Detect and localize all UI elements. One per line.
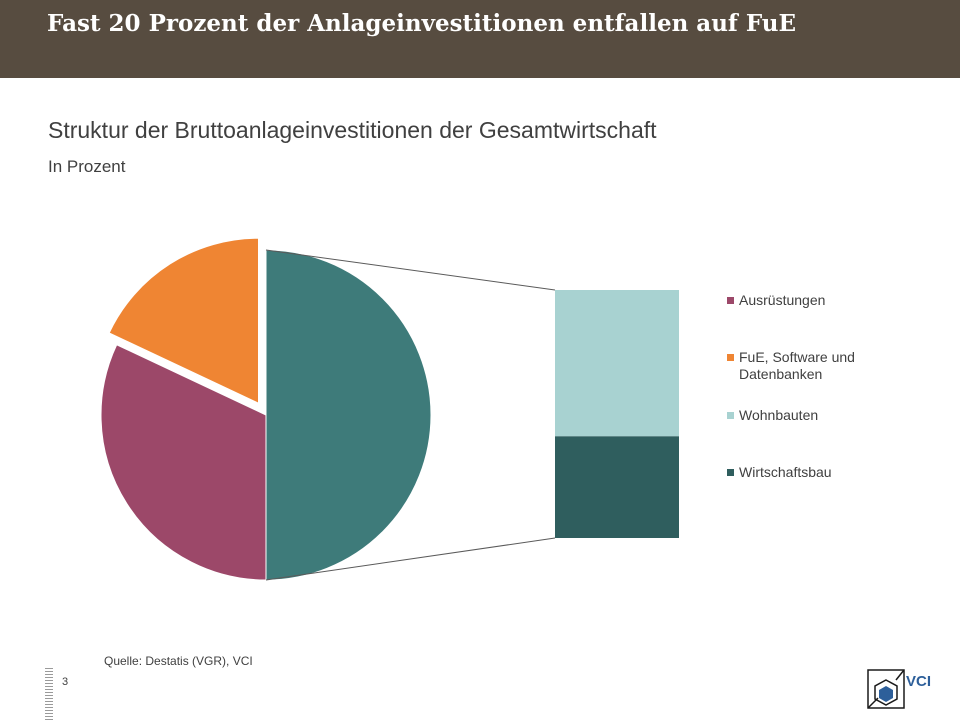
pie-slice (265, 249, 432, 581)
bar-segment (555, 436, 679, 538)
page-number: 3 (62, 676, 69, 688)
chart-title: Struktur der Bruttoanlageinvestitionen d… (48, 117, 657, 143)
connector-line (265, 537, 556, 581)
legend-swatch (727, 297, 734, 304)
legend-item: FuE, Software und Datenbanken (727, 349, 897, 383)
legend-swatch (727, 412, 734, 419)
slide-title: Fast 20 Prozent der Anlageinvestitionen … (47, 10, 797, 37)
legend-swatch (727, 354, 734, 361)
chart-subtitle: In Prozent (48, 157, 126, 176)
page-marker-decoration (45, 668, 53, 720)
legend-label: FuE, Software und Datenbanken (739, 349, 855, 382)
source-note: Quelle: Destatis (VGR), VCI (104, 654, 253, 668)
pie-slice (108, 237, 259, 404)
header-bar: Fast 20 Prozent der Anlageinvestitionen … (0, 0, 960, 78)
bar-segment (555, 290, 679, 437)
legend-item: Wirtschaftsbau (727, 464, 897, 481)
legend-label: Wohnbauten (739, 407, 819, 423)
connector-line (265, 249, 556, 291)
legend-label: Wirtschaftsbau (739, 464, 832, 480)
vci-logo-text: VCI (906, 673, 931, 690)
legend-item: Wohnbauten (727, 407, 897, 424)
legend-label: Ausrüstungen (739, 292, 826, 308)
pie-slice (100, 344, 267, 581)
legend-swatch (727, 469, 734, 476)
legend-item: Ausrüstungen (727, 292, 897, 309)
vci-logo: VCI (867, 669, 931, 709)
